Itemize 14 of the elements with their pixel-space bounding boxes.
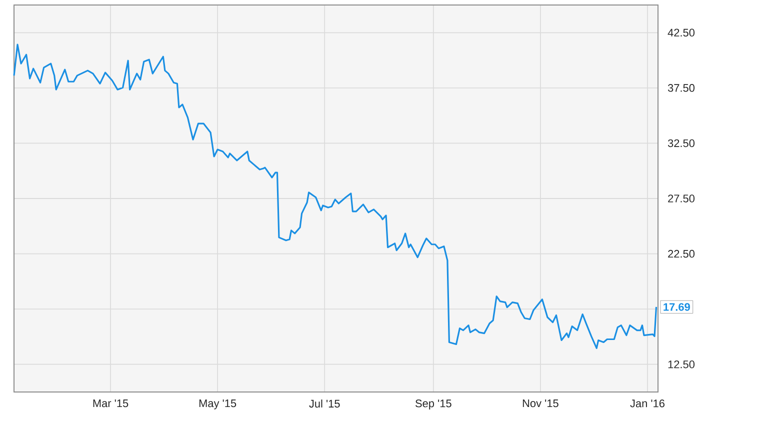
x-tick-label: Nov '15 [522, 400, 558, 408]
y-tick-label: 42.50 [668, 28, 695, 37]
x-tick-label: Mar '15 [93, 400, 128, 408]
x-tick-label: Jul '15 [309, 400, 340, 408]
x-tick-label: May '15 [199, 400, 236, 410]
annotation: 17.69 [664, 303, 690, 311]
y-tick-label: 32.50 [668, 139, 695, 148]
line-series [13, 44, 658, 350]
y-tick-label: 37.50 [668, 84, 695, 92]
y-tick-label: 27.50 [668, 194, 695, 202]
y-tick-label: 12.50 [668, 360, 695, 368]
x-tick-label: Sep '15 [415, 400, 452, 410]
x-tick-label: Jan '16 [630, 400, 664, 408]
y-tick-label: 22.50 [668, 250, 695, 258]
